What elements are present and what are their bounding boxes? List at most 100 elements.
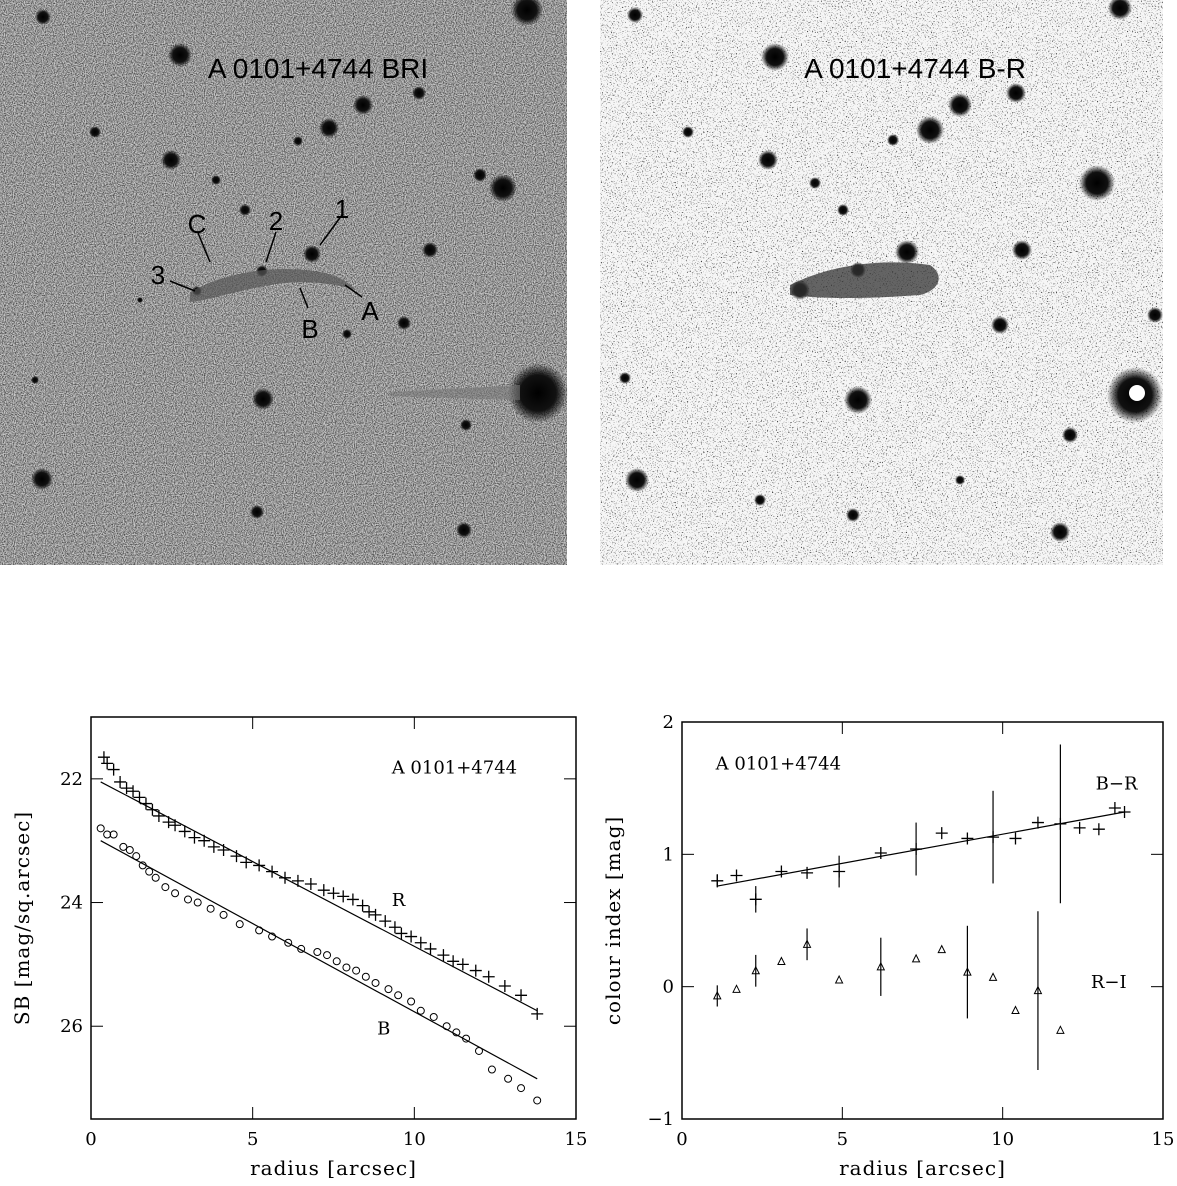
point — [1118, 805, 1131, 818]
image-title: A 0101+4744 B-R — [804, 53, 1026, 84]
star — [35, 9, 51, 25]
x-tick-label: 15 — [565, 1129, 588, 1150]
point — [120, 782, 133, 795]
y-tick-label: 1 — [663, 844, 674, 865]
star — [460, 419, 472, 431]
point — [235, 920, 244, 929]
star — [397, 316, 411, 330]
star — [168, 43, 192, 67]
point — [255, 926, 264, 935]
star — [1012, 240, 1032, 260]
point — [424, 942, 437, 955]
point — [429, 1012, 438, 1021]
star — [303, 245, 321, 263]
star — [473, 168, 487, 182]
star — [211, 175, 221, 185]
point — [103, 830, 112, 839]
point — [97, 751, 110, 764]
y-axis-label: SB [mag/sq.arcsec] — [10, 811, 34, 1025]
point — [935, 827, 948, 840]
point — [988, 972, 998, 981]
point — [291, 874, 304, 887]
point — [284, 938, 293, 947]
point — [240, 856, 253, 869]
point — [304, 877, 317, 890]
point — [342, 963, 351, 972]
image-label: 3 — [151, 260, 165, 290]
star — [319, 118, 339, 138]
point — [487, 1065, 496, 1074]
point — [456, 958, 469, 971]
star — [1147, 307, 1163, 323]
point — [911, 953, 921, 963]
point — [1009, 832, 1022, 845]
point — [107, 763, 120, 776]
point — [407, 997, 416, 1006]
annotation: B — [377, 1019, 390, 1040]
star — [508, 363, 568, 423]
star — [837, 204, 849, 216]
point — [405, 930, 418, 943]
point — [1031, 816, 1044, 829]
point — [777, 956, 786, 966]
point — [161, 883, 170, 892]
star — [250, 505, 264, 519]
point — [452, 1028, 461, 1037]
star — [627, 7, 643, 23]
star — [809, 177, 821, 189]
star — [625, 468, 649, 492]
x-tick-label: 10 — [403, 1129, 426, 1150]
point — [217, 843, 230, 856]
star — [887, 134, 899, 146]
plot-frame — [90, 716, 577, 1120]
point — [253, 859, 266, 872]
point — [352, 966, 361, 975]
point — [184, 895, 192, 904]
star — [489, 174, 517, 202]
star — [619, 372, 631, 384]
point — [337, 890, 350, 903]
star — [1006, 83, 1026, 103]
star — [511, 0, 543, 26]
point — [266, 865, 279, 878]
point — [533, 1096, 542, 1105]
point — [531, 1007, 544, 1020]
star — [422, 242, 438, 258]
point — [416, 1006, 425, 1015]
chart: 0 5 10 15 22 24 26 radius [arcsec] SB [mag/sq.ar… — [10, 716, 588, 1180]
point — [332, 957, 341, 966]
star — [31, 468, 53, 490]
point — [327, 887, 340, 900]
image-label: 2 — [269, 206, 283, 236]
star — [754, 494, 766, 506]
point — [504, 1074, 513, 1083]
y-tick-label: 0 — [663, 977, 674, 998]
point — [356, 899, 369, 912]
fit-line — [100, 781, 538, 1012]
point — [207, 840, 220, 853]
x-tick-label: 10 — [991, 1129, 1014, 1150]
point — [219, 910, 228, 919]
point — [127, 785, 140, 798]
point — [139, 797, 152, 810]
point — [101, 757, 114, 770]
point — [469, 964, 482, 977]
point — [1108, 802, 1121, 815]
point — [1011, 1005, 1020, 1014]
point — [379, 915, 392, 928]
point — [268, 932, 277, 941]
point — [114, 775, 127, 788]
star — [846, 508, 860, 522]
point — [730, 869, 743, 882]
star — [412, 86, 426, 100]
point — [414, 936, 427, 949]
star — [916, 116, 944, 144]
point — [1073, 821, 1086, 834]
x-tick-label: 5 — [837, 1129, 848, 1150]
star — [682, 126, 694, 138]
image-right: A 0101+4744 B-R — [600, 0, 1163, 565]
point — [395, 927, 408, 940]
star — [1079, 165, 1115, 201]
point — [169, 819, 182, 832]
star — [991, 316, 1009, 334]
